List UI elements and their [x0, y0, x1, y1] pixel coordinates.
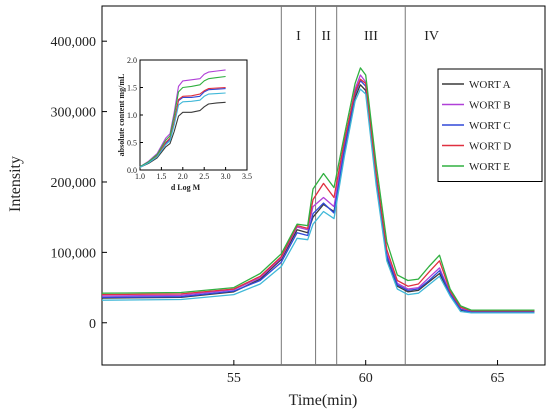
inset-y-tick-label-5: 2.0 [127, 56, 137, 65]
legend-label-4: WORT D [469, 141, 511, 153]
series-line-2 [101, 74, 535, 313]
region-label-3: III [364, 29, 378, 44]
plot-frame [101, 5, 546, 366]
region-label-1: I [296, 29, 301, 44]
x-axis-title: Time(min) [289, 392, 358, 409]
y-tick-label-1: 0 [89, 317, 96, 332]
legend-label-2: WORT B [469, 100, 511, 112]
legend-label-5: WORT E [469, 161, 510, 173]
inset-x-tick-label-4: 2.5 [199, 172, 209, 181]
x-tick-label-1: 55 [227, 371, 241, 386]
inset-x-tick-label-5: 3.0 [221, 172, 231, 181]
inset-series-line-2 [139, 69, 226, 168]
x-tick-label-2: 60 [359, 371, 373, 386]
inset-series-line-4 [139, 86, 226, 168]
x-tick-label-3: 65 [491, 371, 505, 386]
inset-frame [139, 59, 248, 171]
inset-y-tick-label-1: 0.0 [127, 166, 137, 175]
inset-x-tick-label-6: 3.5 [242, 172, 252, 181]
inset-series-line-1 [139, 101, 226, 168]
inset-series-line-6 [139, 92, 226, 168]
y-axis-title: Intensity [7, 156, 24, 212]
region-label-2: II [321, 29, 331, 44]
inset-y-tick-label-4: 1.5 [127, 84, 137, 93]
inset-x-tick-label-2: 1.5 [156, 172, 166, 181]
y-tick-label-2: 100,000 [51, 246, 97, 261]
legend-label-1: WORT A [469, 79, 511, 91]
inset-x-tick-label-3: 2.0 [178, 172, 188, 181]
inset-y-tick-label-3: 1.0 [127, 111, 137, 120]
series-line-5 [101, 67, 535, 311]
inset-x-tick-label-1: 1.0 [135, 172, 145, 181]
y-tick-label-3: 200,000 [51, 176, 97, 191]
region-label-4: IV [424, 29, 439, 44]
y-tick-label-5: 400,000 [51, 35, 97, 50]
series-line-1 [101, 84, 535, 313]
legend-label-3: WORT C [469, 120, 511, 132]
inset-y-axis-title: absolute content mg/mL [117, 74, 126, 157]
inset-chart: 1.0 1.5 2.0 2.5 3.0 3.5 0.0 0.5 1.0 1.5 2.0 d Log M… [117, 56, 252, 192]
legend: WORT A WORT B WORT C WORT D WORT E [437, 68, 543, 182]
y-tick-label-4: 300,000 [51, 106, 97, 121]
inset-x-axis-title: d Log M [171, 183, 201, 192]
inset-series-line-5 [139, 75, 226, 168]
series-line-6 [101, 88, 535, 314]
series-line-4 [101, 78, 535, 312]
inset-y-tick-label-2: 0.5 [127, 139, 137, 148]
